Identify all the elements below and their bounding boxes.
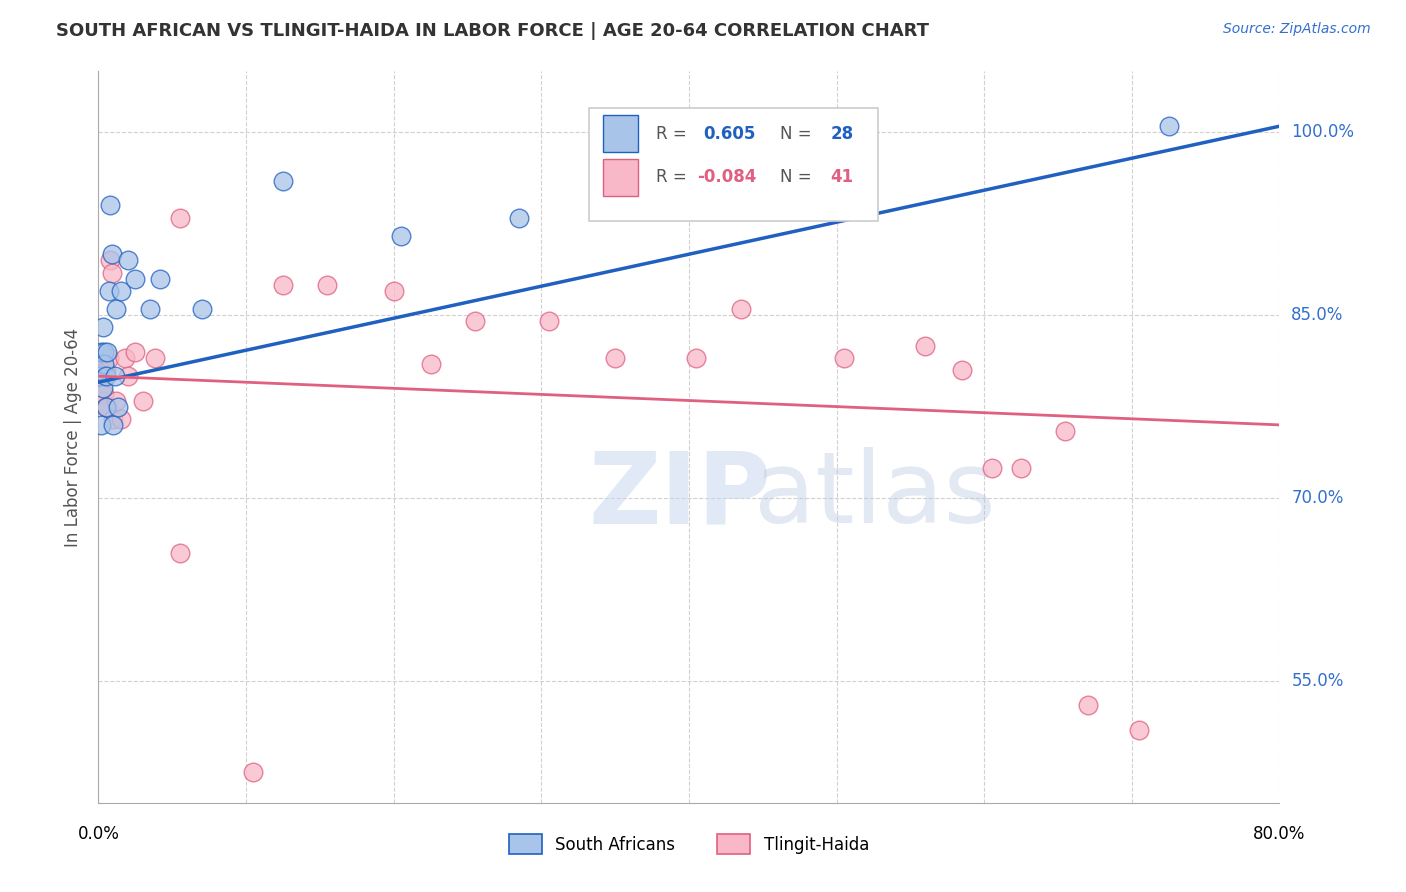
Text: N =: N =	[780, 125, 817, 143]
Point	[914, 339, 936, 353]
Point	[169, 546, 191, 560]
Point	[103, 417, 125, 432]
Y-axis label: In Labor Force | Age 20-64: In Labor Force | Age 20-64	[65, 327, 83, 547]
Point	[605, 351, 627, 365]
Point	[90, 344, 112, 359]
Point	[96, 400, 118, 414]
Text: R =: R =	[655, 169, 692, 186]
Point	[730, 302, 752, 317]
Point	[94, 400, 117, 414]
Point	[93, 357, 115, 371]
Point	[97, 351, 120, 365]
Point	[1157, 120, 1180, 134]
Point	[90, 387, 112, 401]
Point	[110, 284, 132, 298]
Text: 70.0%: 70.0%	[1291, 489, 1344, 507]
Point	[1077, 698, 1099, 713]
Legend: South Africans, Tlingit-Haida: South Africans, Tlingit-Haida	[502, 828, 876, 860]
Point	[382, 284, 405, 298]
Point	[464, 314, 486, 328]
Point	[100, 247, 122, 261]
Text: SOUTH AFRICAN VS TLINGIT-HAIDA IN LABOR FORCE | AGE 20-64 CORRELATION CHART: SOUTH AFRICAN VS TLINGIT-HAIDA IN LABOR …	[56, 22, 929, 40]
Point	[149, 271, 172, 285]
Text: 85.0%: 85.0%	[1291, 306, 1344, 324]
Point	[93, 369, 115, 384]
Point	[508, 211, 530, 225]
Point	[169, 211, 191, 225]
FancyBboxPatch shape	[603, 115, 638, 152]
Point	[124, 344, 146, 359]
Point	[104, 369, 127, 384]
Point	[91, 381, 114, 395]
Point	[114, 351, 136, 365]
FancyBboxPatch shape	[603, 159, 638, 195]
Point	[94, 369, 117, 384]
Point	[93, 344, 115, 359]
Text: atlas: atlas	[754, 447, 995, 544]
Point	[103, 412, 125, 426]
Point	[98, 253, 121, 268]
Point	[980, 460, 1002, 475]
Point	[1010, 460, 1032, 475]
Point	[1054, 424, 1077, 438]
Point	[685, 351, 707, 365]
Point	[100, 266, 122, 280]
Point	[271, 174, 294, 188]
Point	[105, 393, 128, 408]
Text: 41: 41	[831, 169, 853, 186]
Point	[91, 320, 114, 334]
Point	[107, 400, 129, 414]
Point	[117, 369, 139, 384]
Point	[1128, 723, 1150, 737]
Text: ZIP: ZIP	[589, 447, 772, 544]
Point	[124, 271, 146, 285]
Point	[950, 363, 973, 377]
Text: 100.0%: 100.0%	[1291, 123, 1354, 141]
Point	[94, 363, 117, 377]
Point	[685, 156, 707, 170]
Point	[132, 393, 155, 408]
Text: Source: ZipAtlas.com: Source: ZipAtlas.com	[1223, 22, 1371, 37]
Point	[139, 302, 162, 317]
Text: 55.0%: 55.0%	[1291, 672, 1344, 690]
Point	[91, 393, 114, 408]
Point	[537, 314, 560, 328]
Point	[91, 369, 114, 384]
Text: 80.0%: 80.0%	[1253, 825, 1306, 843]
Point	[110, 412, 132, 426]
Point	[242, 765, 264, 780]
Text: 0.605: 0.605	[703, 125, 755, 143]
Point	[89, 369, 111, 384]
Text: N =: N =	[780, 169, 817, 186]
Point	[832, 351, 855, 365]
Point	[105, 302, 128, 317]
Point	[316, 277, 339, 292]
Point	[98, 198, 121, 212]
Point	[117, 253, 139, 268]
Point	[271, 277, 294, 292]
Point	[97, 284, 120, 298]
Point	[89, 369, 111, 384]
Point	[389, 229, 412, 244]
Text: 0.0%: 0.0%	[77, 825, 120, 843]
Point	[96, 344, 118, 359]
Point	[90, 363, 112, 377]
Point	[93, 387, 115, 401]
Point	[143, 351, 166, 365]
Text: -0.084: -0.084	[697, 169, 756, 186]
FancyBboxPatch shape	[589, 108, 877, 221]
Point	[90, 417, 112, 432]
Text: R =: R =	[655, 125, 692, 143]
Point	[191, 302, 214, 317]
Point	[419, 357, 441, 371]
Text: 28: 28	[831, 125, 853, 143]
Point	[94, 400, 117, 414]
